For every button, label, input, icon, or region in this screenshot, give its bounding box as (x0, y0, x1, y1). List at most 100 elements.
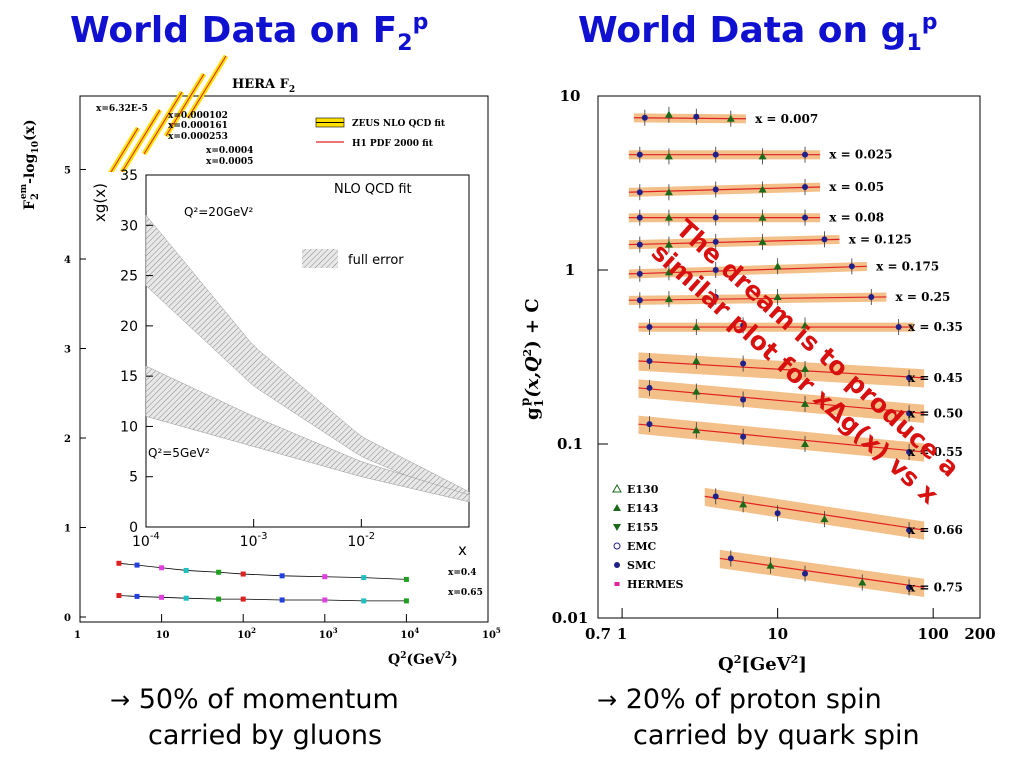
hera-h1-line (187, 55, 227, 119)
hera-data-point (240, 596, 246, 602)
g1p-series-label: x = 0.007 (755, 112, 818, 126)
inset-legend-hatch-swatch (302, 249, 338, 268)
g1p-series-label: x = 0.75 (908, 580, 963, 594)
xg-inset-chart: 0 5 10 15 20 25 30 35 10-4 10-3 10-2 xg(x) x NLO … (91, 168, 472, 559)
g1p-data-point (773, 262, 782, 270)
g1p-y-tick-label: 1 (565, 261, 575, 279)
g1p-legend-label: E143 (627, 502, 658, 515)
g1p-data-point (906, 410, 913, 417)
g1p-data-point (758, 185, 767, 193)
g1p-data-point (636, 241, 643, 248)
inset-y-tick-label: 5 (129, 470, 138, 486)
g1p-data-point (664, 213, 673, 221)
g1p-legend-marker (613, 504, 621, 511)
g1p-data-point (712, 493, 719, 500)
g1p-series-label: x = 0.25 (896, 290, 951, 304)
g1p-data-point (727, 555, 734, 562)
hera-data-point (279, 573, 285, 579)
inset-x-tick-label: 10-3 (240, 531, 268, 550)
svg-text:F2em-log10(x): F2em-log10(x) (19, 119, 41, 210)
hera-x-tick-label: 10 (156, 630, 170, 641)
g1p-data-point (664, 152, 673, 160)
hera-x-tick-label: 104 (400, 626, 419, 641)
hera-fit-line (118, 562, 407, 580)
hera-data-point (361, 598, 367, 604)
hera-bin-label: x=0.0005 (206, 157, 253, 167)
hera-bin-label: x=0.0004 (206, 146, 253, 156)
g1p-data-point (895, 324, 902, 331)
hera-data-point (216, 596, 222, 602)
inset-title: NLO QCD fit (334, 182, 412, 197)
hera-data-point (134, 593, 140, 599)
hera-y-tick-label: 2 (64, 434, 71, 445)
g1p-data-point (726, 114, 735, 122)
g1p-data-point (664, 110, 673, 118)
hera-data-point (183, 595, 189, 601)
hera-bin-label: x=0.000161 (168, 121, 228, 131)
g1p-series-label: x = 0.66 (908, 523, 963, 537)
g1p-data-point (802, 183, 809, 190)
hera-bin-label: x=0.000102 (168, 111, 228, 121)
hera-data-point (403, 576, 409, 582)
g1p-data-point (712, 293, 719, 300)
g1p-data-point (758, 237, 767, 245)
hera-data-point (279, 597, 285, 603)
g1p-data-point (664, 188, 673, 196)
g1p-fit-line (628, 238, 840, 246)
g1p-data-point (801, 321, 810, 329)
g1p-data-point (773, 292, 782, 300)
hera-x-tick-label: 102 (237, 626, 256, 641)
hera-data-point (116, 593, 122, 599)
inset-x-tick-label: 10-4 (132, 531, 160, 550)
hera-x-axis-label: Q2(GeV2) (388, 651, 458, 668)
g1p-data-point (802, 214, 809, 221)
g1p-legend-marker (614, 582, 620, 586)
g1p-data-point (712, 238, 719, 245)
g1p-series-label: x = 0.35 (908, 320, 963, 334)
inset-y-tick-label: 0 (129, 520, 138, 536)
g1p-data-point (636, 297, 643, 304)
g1p-fit-line (638, 423, 925, 453)
hera-data-point (183, 567, 189, 573)
g1p-y-tick-label: 0.01 (552, 609, 589, 627)
g1p-data-point (712, 186, 719, 193)
hera-y-tick-label: 4 (64, 255, 71, 266)
g1p-data-point (802, 570, 809, 577)
hera-data-point (403, 598, 409, 604)
hera-y-tick-label: 5 (64, 166, 71, 177)
inset-band-label-q20: Q²=20GeV² (184, 205, 253, 219)
g1p-legend-label: E130 (627, 483, 659, 496)
g1p-data-point (774, 510, 781, 517)
g1p-data-point (692, 426, 701, 434)
g1p-y-tick-label: 0.1 (557, 435, 583, 453)
hera-data-point (216, 569, 222, 575)
hera-x-tick-label: 105 (482, 626, 501, 641)
g1p-fit-line (638, 387, 925, 414)
inset-y-tick-label: 10 (120, 419, 138, 435)
inset-y-tick-label: 30 (120, 218, 138, 234)
g1p-series-label: x = 0.50 (908, 406, 963, 420)
g1p-data-point (906, 448, 913, 455)
g1p-x-tick-label: 200 (964, 625, 995, 643)
g1p-x-tick-label: 100 (918, 625, 949, 643)
hera-fit-line (118, 595, 407, 602)
hera-title: HERA F2 (232, 77, 295, 95)
g1p-data-point (636, 151, 643, 158)
g1p-data-point (740, 433, 747, 440)
g1p-data-point (664, 295, 673, 303)
hera-legend-label-h1: H1 PDF 2000 fit (352, 139, 434, 149)
g1p-series-label: x = 0.175 (876, 259, 939, 273)
g1p-series-label: x = 0.55 (908, 445, 963, 459)
g1p-series-label: x = 0.025 (829, 148, 892, 162)
left-caption-line2: carried by gluons (148, 720, 383, 751)
g1p-data-point (692, 323, 701, 331)
hera-data-point (159, 565, 165, 571)
g1p-legend-marker (613, 542, 621, 550)
g1p-series-label: x = 0.08 (829, 211, 884, 225)
g1p-x-tick-label: 0.7 (585, 625, 611, 643)
inset-y-tick-label: 15 (120, 369, 138, 385)
g1p-legend-label: EMC (627, 540, 657, 553)
inset-y-tick-label: 20 (120, 319, 138, 335)
g1p-legend-marker (613, 524, 621, 531)
g1p-x-axis-label: Q2[GeV2] (718, 653, 807, 675)
